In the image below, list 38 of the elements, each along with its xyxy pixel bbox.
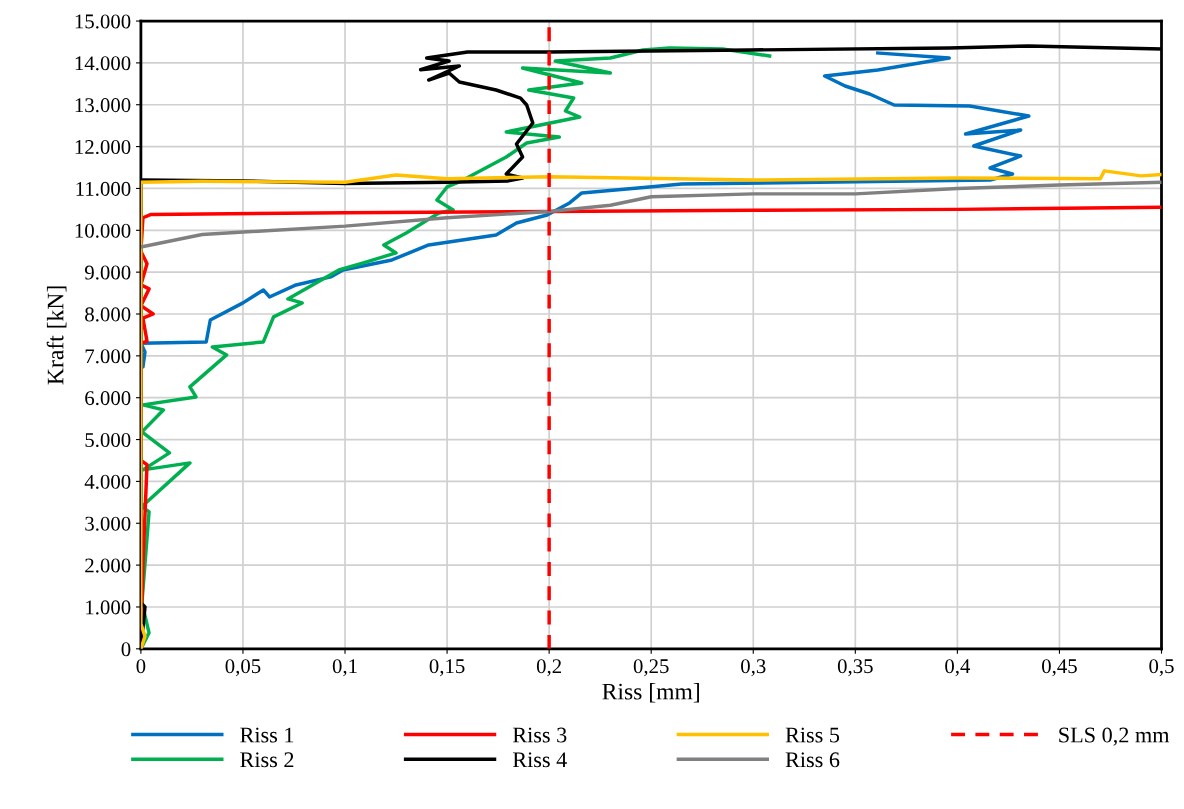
y-tick-label: 13.000	[75, 98, 131, 113]
y-tick-label: 5.000	[85, 432, 131, 448]
y-tick-label: 7.000	[85, 349, 131, 364]
x-tick-label: 0,5	[1149, 659, 1174, 677]
y-tick-label: 3.000	[85, 516, 131, 531]
legend-label: Riss 1	[240, 727, 294, 743]
x-tick-label: 0,45	[1042, 659, 1077, 677]
x-tick-label: 0,2	[536, 659, 562, 677]
y-axis-title: Kraft [kN]	[46, 286, 67, 385]
x-tick-label: 0,05	[225, 659, 261, 677]
y-tick-label: 8.000	[85, 307, 131, 322]
legend-label: Riss 4	[512, 752, 567, 768]
x-axis-title: Riss [mm]	[602, 682, 699, 703]
y-tick-label: 9.000	[84, 265, 131, 280]
y-tick-label: 2.000	[85, 558, 131, 573]
x-tick-label: 0,15	[429, 659, 465, 677]
x-tick-label: 0,1	[332, 659, 357, 677]
y-tick-label: 14.000	[75, 56, 131, 71]
y-tick-label: 6.000	[85, 391, 131, 406]
y-tick-label: 0	[121, 642, 131, 657]
y-tick-label: 10.000	[75, 223, 131, 238]
legend-label: Riss 6	[785, 752, 840, 768]
legend-label: Riss 3	[512, 727, 567, 743]
x-tick-label: 0,3	[741, 659, 766, 677]
legend-label: SLS 0,2 mm	[1059, 727, 1170, 746]
x-tick-label: 0,25	[633, 659, 669, 677]
y-tick-label: 4.000	[84, 474, 131, 489]
x-tick-label: 0,4	[945, 659, 971, 677]
y-tick-label: 12.000	[75, 139, 131, 155]
x-tick-label: 0	[136, 659, 146, 674]
line-series	[140, 180, 1162, 249]
y-tick-label: 11.000	[76, 181, 131, 196]
legend-label: Riss 2	[240, 752, 294, 768]
y-tick-label: 15.000	[75, 14, 131, 29]
y-tick-label: 1.000	[86, 600, 131, 615]
x-tick-label: 0,35	[837, 659, 873, 677]
line-series	[140, 51, 1031, 369]
legend-label: Riss 5	[785, 727, 840, 743]
